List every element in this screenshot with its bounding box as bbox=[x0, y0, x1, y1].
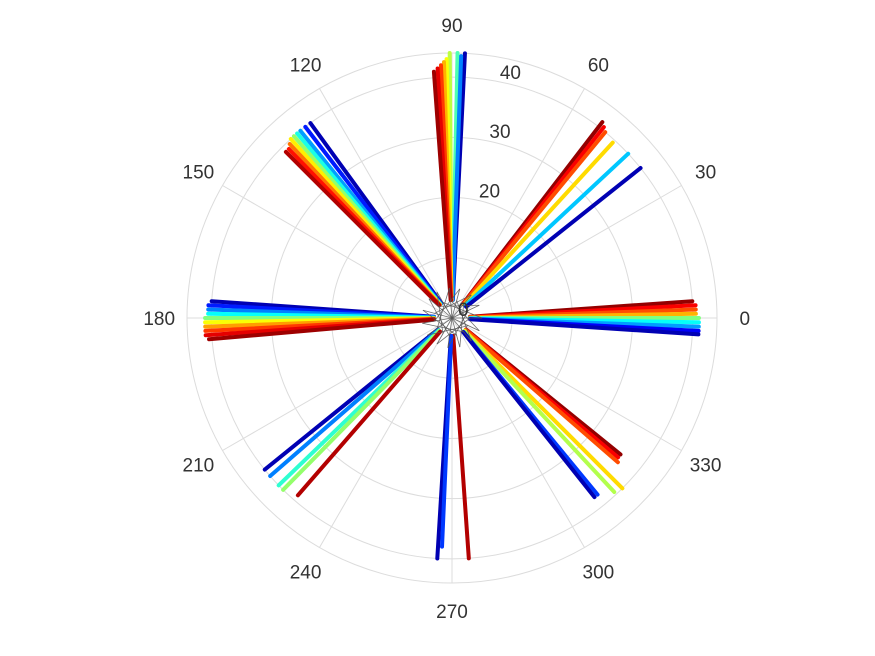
data-ray bbox=[431, 69, 453, 302]
angle-tick-label: 120 bbox=[290, 55, 322, 76]
data-ray bbox=[207, 317, 437, 342]
center-spoke bbox=[451, 294, 472, 319]
center-spoke bbox=[436, 291, 453, 319]
data-ray bbox=[281, 328, 442, 492]
grid-spoke bbox=[451, 185, 682, 319]
grid-spoke bbox=[319, 317, 453, 548]
angle-tick-label: 0 bbox=[740, 309, 751, 330]
center-web bbox=[434, 294, 472, 314]
data-ray bbox=[451, 334, 471, 561]
angle-tick-label: 90 bbox=[441, 16, 462, 37]
angle-tick-label: 210 bbox=[183, 455, 215, 476]
angle-tick-label: 150 bbox=[183, 163, 215, 184]
data-ray bbox=[295, 329, 443, 498]
angle-tick-label: 300 bbox=[583, 563, 615, 584]
data-ray bbox=[268, 327, 441, 479]
angle-tick-label: 60 bbox=[588, 55, 609, 76]
center-spoke bbox=[451, 317, 461, 348]
center-spoke bbox=[447, 317, 453, 348]
center-spoke bbox=[436, 317, 453, 345]
center-spoke bbox=[428, 298, 453, 319]
data-ray bbox=[450, 54, 464, 302]
radial-tick-label: 40 bbox=[500, 63, 521, 84]
center-web bbox=[456, 300, 472, 342]
grid-spoke bbox=[319, 88, 453, 319]
center-spoke bbox=[422, 317, 453, 324]
data-ray bbox=[440, 334, 454, 549]
radial-tick-labels: 0 20 30 40 bbox=[458, 63, 521, 321]
angle-tick-label: 240 bbox=[290, 563, 322, 584]
center-web bbox=[459, 304, 465, 348]
center-spoke bbox=[422, 309, 453, 319]
data-ray bbox=[462, 329, 617, 494]
center-web bbox=[422, 322, 464, 333]
center-web bbox=[422, 309, 457, 336]
radial-tick-label: 30 bbox=[489, 122, 510, 143]
center-web bbox=[436, 291, 444, 334]
grid-spoke bbox=[222, 185, 453, 319]
center-web bbox=[447, 310, 469, 349]
center-spoke bbox=[451, 317, 480, 332]
data-ray bbox=[464, 166, 643, 309]
angle-tick-label: 180 bbox=[143, 309, 175, 330]
data-ray bbox=[463, 327, 620, 465]
data-rays bbox=[203, 51, 701, 561]
grid-spoke bbox=[451, 317, 585, 548]
center-web bbox=[450, 299, 480, 332]
center-web bbox=[442, 301, 483, 319]
center-spoke bbox=[451, 317, 472, 342]
data-ray bbox=[283, 149, 442, 308]
center-web bbox=[428, 298, 450, 337]
angle-tick-label: 330 bbox=[690, 455, 722, 476]
grid-spoke bbox=[222, 317, 453, 451]
angle-tick-label: 270 bbox=[436, 602, 468, 623]
data-ray bbox=[468, 317, 701, 337]
data-ray bbox=[461, 330, 597, 500]
grid-spoke bbox=[451, 88, 585, 319]
center-spoke bbox=[451, 304, 480, 319]
radial-tick-label: 20 bbox=[479, 181, 500, 202]
center-web bbox=[436, 287, 450, 329]
data-ray bbox=[461, 130, 608, 307]
grid-spoke bbox=[451, 317, 682, 451]
center-spoke bbox=[451, 288, 461, 319]
data-ray bbox=[463, 151, 631, 308]
data-ray bbox=[462, 140, 615, 307]
center-spokes bbox=[422, 287, 483, 349]
center-spoke bbox=[427, 317, 453, 336]
angle-tick-label: 30 bbox=[695, 163, 716, 184]
center-spoke bbox=[448, 287, 453, 319]
radial-tick-label: 0 bbox=[458, 300, 469, 321]
